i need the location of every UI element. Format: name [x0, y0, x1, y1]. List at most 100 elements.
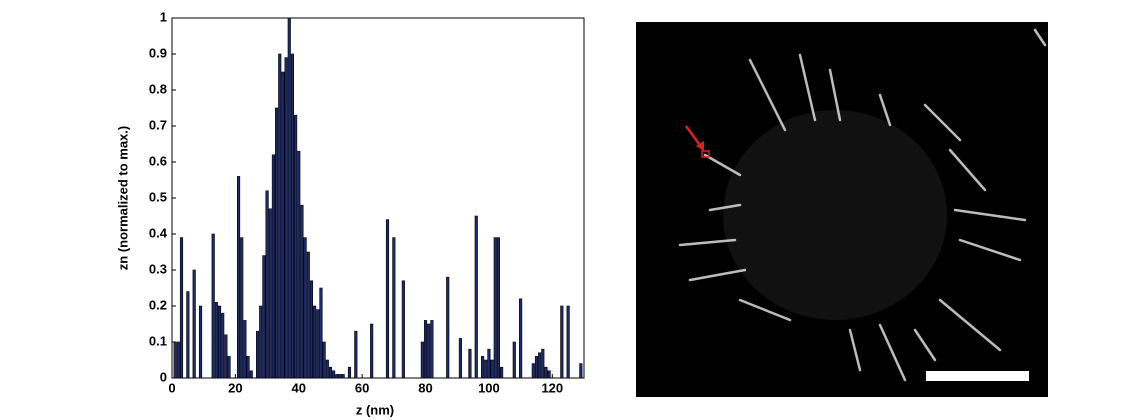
bar	[319, 287, 323, 379]
bar	[284, 57, 288, 379]
bar	[313, 305, 317, 379]
bar	[217, 305, 222, 379]
y-tick-label: 1	[160, 9, 167, 24]
x-tick-label: 80	[418, 380, 432, 395]
bar	[211, 233, 215, 379]
bar	[243, 320, 247, 379]
bar	[265, 190, 269, 379]
y-tick-label: 0.7	[149, 117, 167, 132]
x-tick-label: 40	[292, 380, 306, 395]
y-tick-label: 0.8	[149, 81, 167, 96]
bar	[275, 107, 279, 379]
bar	[534, 356, 539, 379]
bar	[531, 363, 535, 379]
bar	[316, 309, 320, 379]
bar	[173, 341, 177, 379]
bar	[249, 370, 253, 379]
bar	[401, 280, 405, 379]
bar	[541, 348, 545, 379]
y-axis-label: zn (normalized to max.)	[115, 126, 130, 270]
x-tick-label: 100	[478, 380, 500, 395]
bar	[420, 341, 424, 379]
bar	[500, 366, 504, 379]
x-tick-label: 60	[355, 380, 369, 395]
bar	[579, 363, 583, 379]
bar	[385, 219, 390, 379]
bar	[468, 348, 472, 379]
bar	[566, 305, 570, 379]
bar	[192, 269, 196, 379]
bar	[430, 320, 434, 379]
bar	[519, 298, 523, 379]
bar	[560, 305, 564, 379]
x-tick-label: 20	[228, 380, 242, 395]
bar	[227, 356, 231, 379]
bar	[338, 374, 342, 379]
bar	[341, 374, 345, 379]
microscopy-image	[636, 22, 1048, 397]
bar	[332, 370, 336, 379]
y-tick-label: 0.1	[149, 333, 167, 348]
bar	[236, 176, 241, 379]
plot-frame	[171, 17, 585, 379]
bar	[335, 374, 339, 379]
bar	[259, 305, 263, 379]
bar	[512, 341, 516, 379]
bar	[481, 356, 485, 379]
bar	[487, 348, 491, 379]
bar	[490, 359, 494, 379]
x-axis-label: z (nm)	[356, 402, 394, 417]
bar	[221, 312, 225, 379]
bar	[300, 204, 304, 379]
bar	[392, 237, 396, 379]
bar	[328, 366, 333, 379]
bar	[297, 150, 301, 379]
bar	[303, 237, 307, 379]
bar	[224, 334, 228, 379]
bar	[246, 356, 250, 379]
bar	[271, 154, 275, 379]
bar	[458, 338, 462, 379]
bar	[423, 320, 428, 379]
bar	[294, 114, 298, 379]
y-tick-label: 0.2	[149, 297, 167, 312]
bar	[347, 366, 352, 379]
bar	[427, 323, 431, 379]
bar	[496, 237, 500, 379]
bar	[262, 255, 266, 379]
bar	[544, 366, 548, 379]
bar	[256, 330, 260, 379]
bar	[474, 215, 478, 379]
bar	[240, 237, 244, 379]
bar	[214, 302, 218, 379]
bar	[538, 352, 542, 379]
bar	[287, 17, 291, 379]
bar	[176, 341, 180, 379]
bar	[493, 237, 497, 379]
y-tick-label: 0.6	[149, 153, 167, 168]
bar	[446, 276, 450, 379]
bar	[547, 370, 551, 379]
bar	[268, 208, 272, 379]
bar	[278, 53, 282, 379]
bar	[281, 71, 285, 379]
y-tick-label: 0.5	[149, 189, 167, 204]
bar	[186, 291, 190, 379]
bar	[179, 237, 184, 379]
y-tick-label: 0	[160, 369, 167, 384]
bar	[354, 330, 358, 379]
x-tick-label: 120	[541, 380, 563, 395]
y-tick-label: 0.3	[149, 261, 167, 276]
bar	[290, 53, 294, 379]
bar	[322, 341, 326, 379]
y-tick-label: 0.4	[149, 225, 168, 240]
bar	[325, 359, 329, 379]
bar	[370, 323, 374, 379]
bar	[484, 359, 488, 379]
bar	[309, 280, 314, 379]
y-tick-label: 0.9	[149, 45, 167, 60]
bar	[306, 251, 310, 379]
bar	[198, 305, 203, 379]
